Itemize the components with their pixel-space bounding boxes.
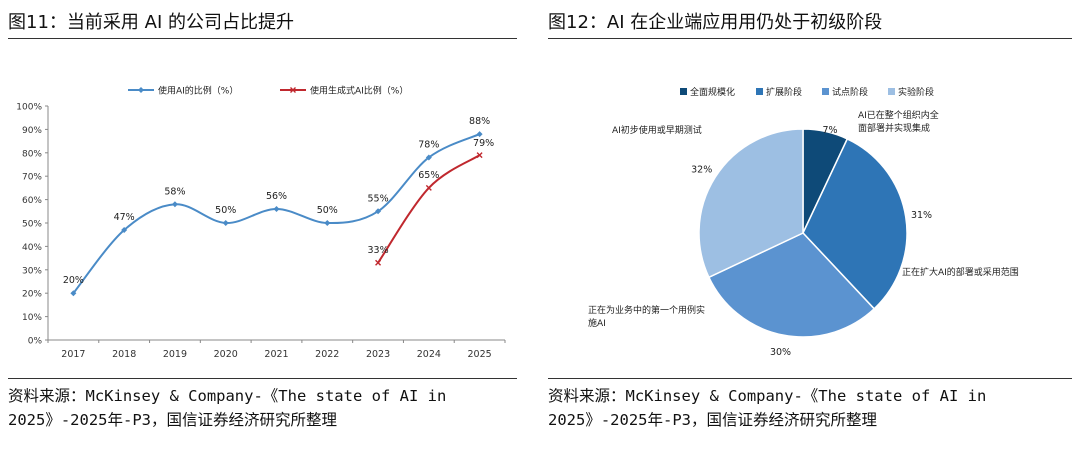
data-label: 50%	[317, 205, 338, 216]
x-tick-label: 2022	[315, 349, 339, 360]
slice-annotation: AI初步使用或早期测试	[612, 124, 702, 136]
pie-slice	[698, 128, 804, 279]
annotation-line: 施AI	[588, 317, 606, 329]
legend-label: 扩展阶段	[766, 86, 802, 98]
slice-annotation: 正在扩大AI的部署或采用范围	[902, 266, 1019, 278]
pie-slice	[802, 137, 908, 310]
y-tick-label: 40%	[22, 243, 42, 253]
legend-marker	[290, 87, 296, 93]
legend-swatch	[888, 88, 895, 95]
x-tick-label: 2025	[468, 349, 492, 360]
data-point-marker	[375, 208, 382, 215]
figure-12-panel: 图12：AI 在企业端应用用仍处于初级阶段 全面规模化 扩展阶段 试点阶段 实验阶段 7…	[540, 0, 1080, 451]
legend-label: 试点阶段	[832, 86, 868, 98]
legend-label: 实验阶段	[898, 86, 934, 98]
data-point-marker	[476, 131, 483, 138]
legend-label: 全面规模化	[690, 86, 735, 98]
data-point-marker	[425, 154, 432, 161]
data-point-marker	[171, 201, 178, 208]
y-tick-label: 70%	[22, 173, 42, 183]
figure-11-panel: 图11：当前采用 AI 的公司占比提升 0% 10% 20% 30% 40% 50% 60%…	[0, 0, 525, 451]
figure-11-source: 资料来源：McKinsey & Company-《The state of AI…	[8, 387, 447, 429]
y-tick-label: 60%	[22, 196, 42, 206]
x-tick-label: 2017	[61, 349, 85, 360]
y-tick-label: 50%	[22, 220, 42, 230]
data-label: 56%	[266, 191, 287, 202]
data-label: 78%	[418, 139, 439, 150]
y-tick-label: 80%	[22, 149, 42, 159]
data-point-marker	[476, 152, 483, 159]
slice-value-label: 30%	[770, 347, 791, 358]
slice-value-label: 31%	[911, 210, 932, 221]
annotation-line: AI初步使用或早期测试	[612, 124, 702, 136]
legend-swatch	[756, 88, 763, 95]
pie-slice	[707, 232, 876, 338]
data-label: 47%	[114, 212, 135, 223]
annotation-line: 正在为业务中的第一个用例实	[588, 304, 705, 316]
slice-value-label: 7%	[822, 125, 837, 136]
slice-annotation: 正在为业务中的第一个用例实施AI	[588, 304, 705, 329]
data-label: 20%	[63, 275, 84, 286]
y-tick-label: 0%	[28, 337, 43, 347]
annotation-line: AI已在整个组织内全	[858, 109, 939, 121]
figure-12-source: 资料来源：McKinsey & Company-《The state of AI…	[548, 387, 987, 429]
data-label: 65%	[418, 170, 439, 181]
slice-annotation: AI已在整个组织内全面部署并实现集成	[858, 109, 939, 134]
y-tick-label: 10%	[22, 313, 42, 323]
title-rule	[548, 38, 1072, 39]
line-chart: 0% 10% 20% 30% 40% 50% 60% 70% 80% 90% 100% 2017 201…	[16, 85, 506, 360]
x-tick-label: 2019	[163, 349, 187, 360]
data-point-marker	[222, 220, 229, 226]
data-point-marker	[273, 205, 280, 212]
data-point-marker	[375, 259, 382, 266]
y-tick-label: 30%	[22, 266, 42, 276]
data-point-marker	[121, 227, 128, 234]
x-tick-label: 2023	[366, 349, 390, 360]
data-label: 50%	[215, 205, 236, 216]
x-tick-label: 2018	[112, 349, 136, 360]
legend-swatch	[680, 88, 687, 95]
data-label: 33%	[367, 245, 388, 256]
x-tick-label: 2021	[264, 349, 288, 360]
pie-chart: 全面规模化 扩展阶段 试点阶段 实验阶段 7% 31% 30% 32% AI已在整个组织内全面部…	[588, 86, 1019, 358]
legend-marker	[138, 87, 144, 93]
data-label: 55%	[367, 193, 388, 204]
source-rule	[548, 378, 1072, 379]
y-tick-label: 100%	[16, 103, 42, 113]
data-label: 58%	[164, 186, 185, 197]
data-label: 88%	[469, 116, 490, 127]
legend-label: 使用生成式AI比例（%）	[310, 85, 408, 97]
legend-label: 使用AI的比例（%）	[158, 85, 238, 97]
legend-swatch	[822, 88, 829, 95]
data-point-marker	[70, 290, 77, 297]
title-rule	[8, 38, 517, 39]
y-tick-label: 90%	[22, 126, 42, 136]
x-tick-label: 2020	[214, 349, 238, 360]
figure-12-title: 图12：AI 在企业端应用用仍处于初级阶段	[548, 12, 883, 33]
annotation-line: 面部署并实现集成	[858, 122, 930, 134]
x-tick-label: 2024	[417, 349, 441, 360]
annotation-line: 正在扩大AI的部署或采用范围	[902, 266, 1019, 278]
source-rule	[8, 378, 517, 379]
data-point-marker	[425, 184, 432, 191]
y-tick-label: 20%	[22, 290, 42, 300]
data-point-marker	[324, 220, 331, 226]
figure-11-title: 图11：当前采用 AI 的公司占比提升	[8, 12, 294, 33]
data-label: 79%	[473, 138, 494, 149]
slice-value-label: 32%	[691, 165, 712, 176]
